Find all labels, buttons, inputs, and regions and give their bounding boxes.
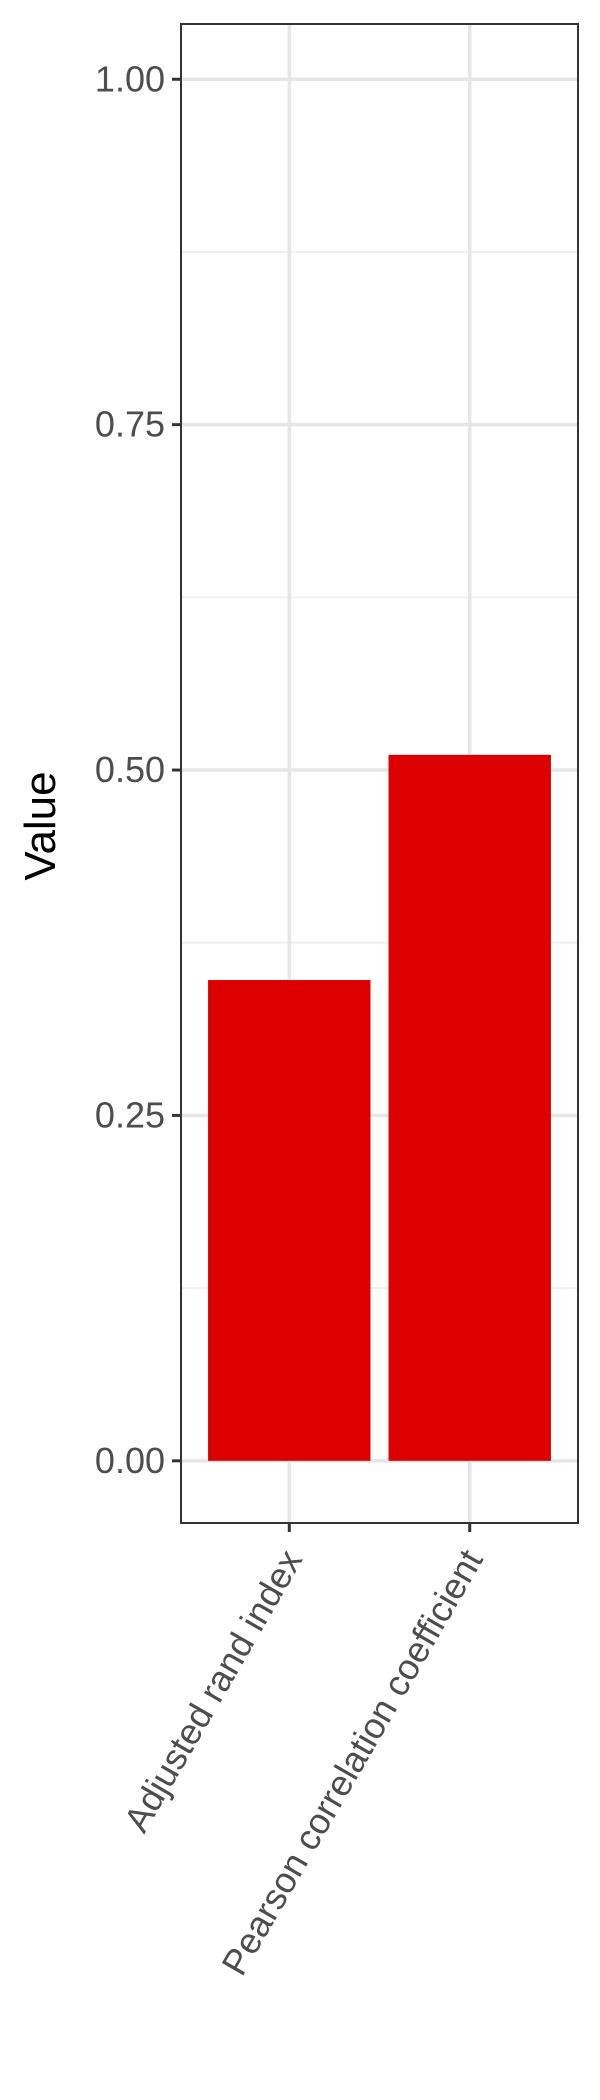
y-axis-title: Value [16,771,65,880]
y-tick-label: 0.00 [95,1440,165,1481]
bar [388,754,551,1461]
panel-border [180,23,579,1524]
y-axis-ticks: 0.00 0.25 0.50 0.75 1.00 [95,58,181,1481]
x-tick-label: Adjusted rand index [116,1543,311,1839]
y-tick-label: 0.50 [95,749,165,790]
bars [208,754,551,1461]
y-tick-label: 0.25 [95,1094,165,1135]
y-tick-label: 1.00 [95,58,165,99]
bar [208,980,371,1461]
y-tick-label: 0.75 [95,404,165,445]
